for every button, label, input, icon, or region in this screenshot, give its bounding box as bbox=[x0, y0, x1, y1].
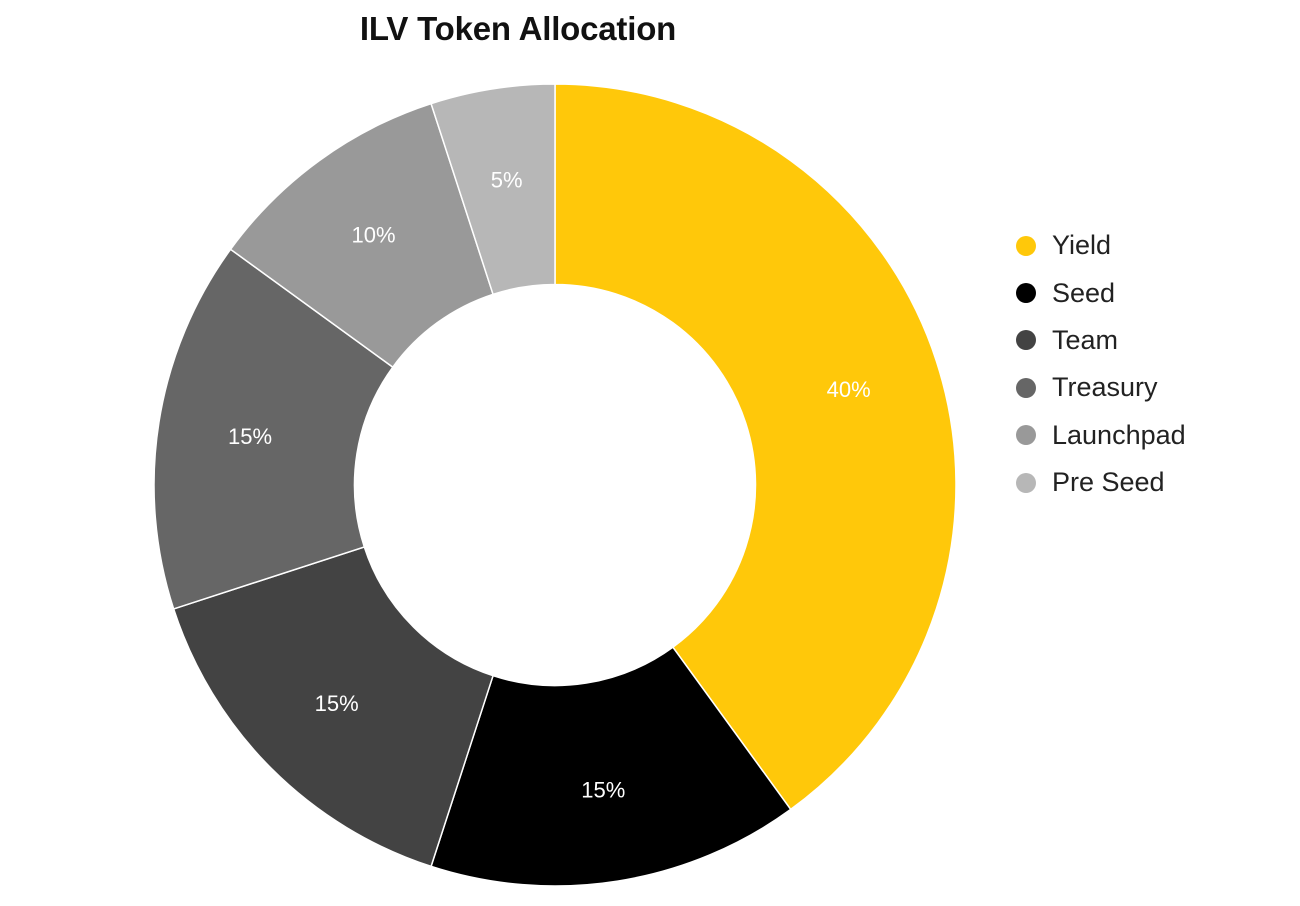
legend-label: Pre Seed bbox=[1052, 467, 1165, 498]
slice-percentage-label: 5% bbox=[491, 168, 523, 193]
legend-label: Seed bbox=[1052, 277, 1116, 308]
legend-item-launchpad[interactable]: Launchpad bbox=[1016, 412, 1186, 459]
donut-slice-pre-seed[interactable] bbox=[430, 83, 556, 296]
slice-percentage-label: 10% bbox=[351, 223, 395, 248]
slice-percentage-label: 40% bbox=[827, 377, 871, 402]
legend-label: Team bbox=[1052, 324, 1119, 355]
donut-slice-launchpad[interactable] bbox=[229, 102, 494, 369]
legend-dot-icon bbox=[1016, 330, 1036, 351]
slice-percentage-label: 15% bbox=[228, 424, 272, 449]
donut-slice-yield[interactable] bbox=[554, 83, 957, 811]
legend-item-pre-seed[interactable]: Pre Seed bbox=[1016, 459, 1186, 506]
donut-slice-team[interactable] bbox=[172, 546, 494, 868]
legend-dot-icon bbox=[1016, 235, 1036, 256]
legend-label: Treasury bbox=[1052, 372, 1158, 403]
legend-dot-icon bbox=[1016, 283, 1036, 304]
legend-label: Yield bbox=[1052, 230, 1112, 261]
donut-slices bbox=[153, 83, 957, 887]
donut-slice-labels: 40% 15% 15% 15% 10% 5% bbox=[228, 168, 871, 803]
legend: Yield Seed Team Treasury Launchpad Pre S… bbox=[1016, 222, 1186, 506]
legend-item-team[interactable]: Team bbox=[1016, 317, 1186, 364]
slice-percentage-label: 15% bbox=[315, 691, 359, 716]
donut-slice-seed[interactable] bbox=[430, 646, 792, 887]
legend-dot-icon bbox=[1016, 377, 1036, 398]
legend-item-treasury[interactable]: Treasury bbox=[1016, 364, 1186, 411]
legend-item-seed[interactable]: Seed bbox=[1016, 269, 1186, 316]
donut-slice-treasury[interactable] bbox=[153, 248, 394, 610]
slice-percentage-label: 15% bbox=[581, 777, 625, 802]
legend-item-yield[interactable]: Yield bbox=[1016, 222, 1186, 269]
legend-label: Launchpad bbox=[1052, 419, 1186, 450]
legend-dot-icon bbox=[1016, 472, 1036, 493]
chart-title: ILV Token Allocation bbox=[359, 10, 677, 47]
legend-dot-icon bbox=[1016, 425, 1036, 446]
